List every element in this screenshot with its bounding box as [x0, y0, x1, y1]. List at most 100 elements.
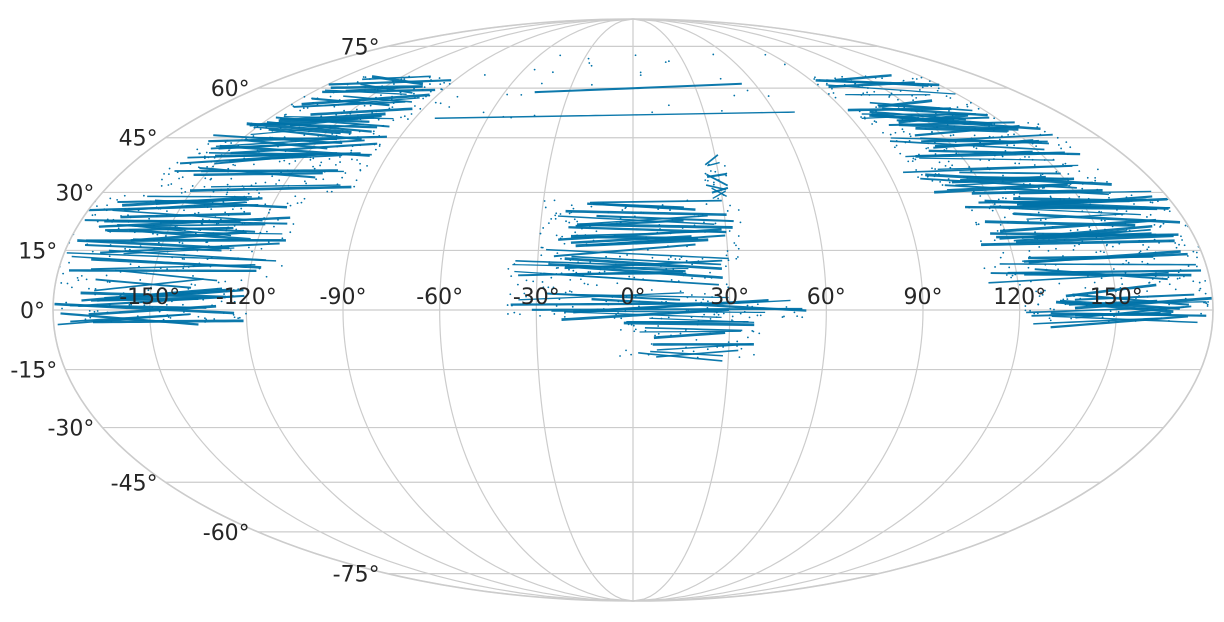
data-point [247, 192, 250, 195]
data-point [212, 165, 214, 168]
data-point [1175, 246, 1178, 249]
data-point [975, 221, 977, 224]
data-point [717, 174, 720, 177]
data-point [183, 253, 186, 256]
data-point [429, 83, 431, 85]
data-point [1180, 235, 1182, 238]
data-point [903, 106, 906, 109]
data-point [1079, 297, 1082, 300]
data-point [240, 207, 243, 210]
data-point [158, 310, 161, 313]
data-point [1153, 224, 1156, 226]
data-point [190, 283, 193, 286]
data-point [61, 307, 63, 310]
data-point [208, 199, 211, 202]
data-point [172, 298, 175, 301]
data-point [888, 94, 891, 97]
data-point [704, 179, 707, 182]
data-point [866, 91, 868, 94]
data-point [1138, 251, 1141, 254]
data-point [292, 105, 295, 108]
data-point [658, 224, 661, 226]
data-point [227, 226, 230, 229]
data-point [256, 189, 258, 192]
data-point [109, 230, 112, 233]
data-point [611, 296, 614, 298]
data-point [933, 141, 936, 144]
data-point [541, 281, 544, 283]
data-point [167, 316, 170, 318]
data-point [1037, 303, 1040, 306]
data-point [122, 292, 125, 295]
data-point [456, 95, 459, 98]
data-point-stripe [552, 293, 729, 299]
data-point [560, 272, 563, 275]
data-point [728, 230, 731, 232]
data-point [176, 171, 179, 174]
data-points [54, 53, 1212, 362]
data-point [245, 201, 248, 204]
data-point [77, 279, 80, 282]
data-point [1011, 187, 1014, 190]
data-point [105, 274, 108, 277]
data-point [1066, 298, 1069, 301]
data-point [148, 217, 151, 220]
data-point [1036, 238, 1039, 241]
data-point [818, 79, 821, 82]
data-point [1146, 262, 1149, 265]
data-point-stripe [557, 215, 715, 225]
data-point [999, 138, 1001, 141]
data-point [332, 91, 335, 94]
data-point [156, 309, 159, 311]
lon-tick-label: -150° [119, 285, 180, 310]
data-point [224, 141, 227, 144]
data-point [917, 176, 919, 179]
data-point [555, 267, 558, 269]
data-point [119, 270, 122, 273]
data-point [129, 263, 132, 266]
data-point [756, 303, 759, 306]
data-point [310, 147, 313, 149]
data-point [607, 303, 610, 306]
data-point [793, 311, 796, 314]
data-point [717, 197, 720, 200]
data-point [155, 269, 158, 272]
data-point [1099, 250, 1102, 253]
data-point [206, 258, 209, 261]
data-point [711, 296, 713, 298]
data-point [1049, 307, 1052, 310]
data-point [1047, 249, 1050, 252]
data-point [590, 83, 593, 86]
data-point [1179, 269, 1182, 271]
data-point [619, 221, 622, 224]
data-point [303, 95, 306, 98]
data-point [1058, 282, 1061, 285]
data-point [993, 154, 996, 157]
data-point [1121, 283, 1124, 286]
data-point [607, 211, 610, 214]
data-point [897, 107, 900, 110]
data-point [684, 330, 687, 333]
data-point [573, 218, 576, 221]
data-point-stripe [104, 219, 241, 224]
data-point [127, 220, 130, 223]
data-point [120, 214, 122, 217]
data-point-stripe [88, 204, 259, 212]
data-point [181, 176, 184, 179]
data-point [952, 118, 955, 121]
data-point [1098, 256, 1101, 259]
data-point [337, 119, 340, 121]
data-point [863, 116, 866, 119]
data-point [918, 89, 921, 91]
data-point [229, 185, 231, 188]
data-point [619, 217, 622, 219]
data-point [1042, 232, 1044, 235]
data-point [214, 216, 217, 218]
data-point [182, 303, 184, 306]
data-point [1063, 198, 1065, 201]
data-point [904, 116, 907, 119]
data-point [277, 218, 279, 221]
data-point [1030, 272, 1033, 274]
data-point [715, 316, 718, 318]
data-point [1184, 297, 1187, 300]
